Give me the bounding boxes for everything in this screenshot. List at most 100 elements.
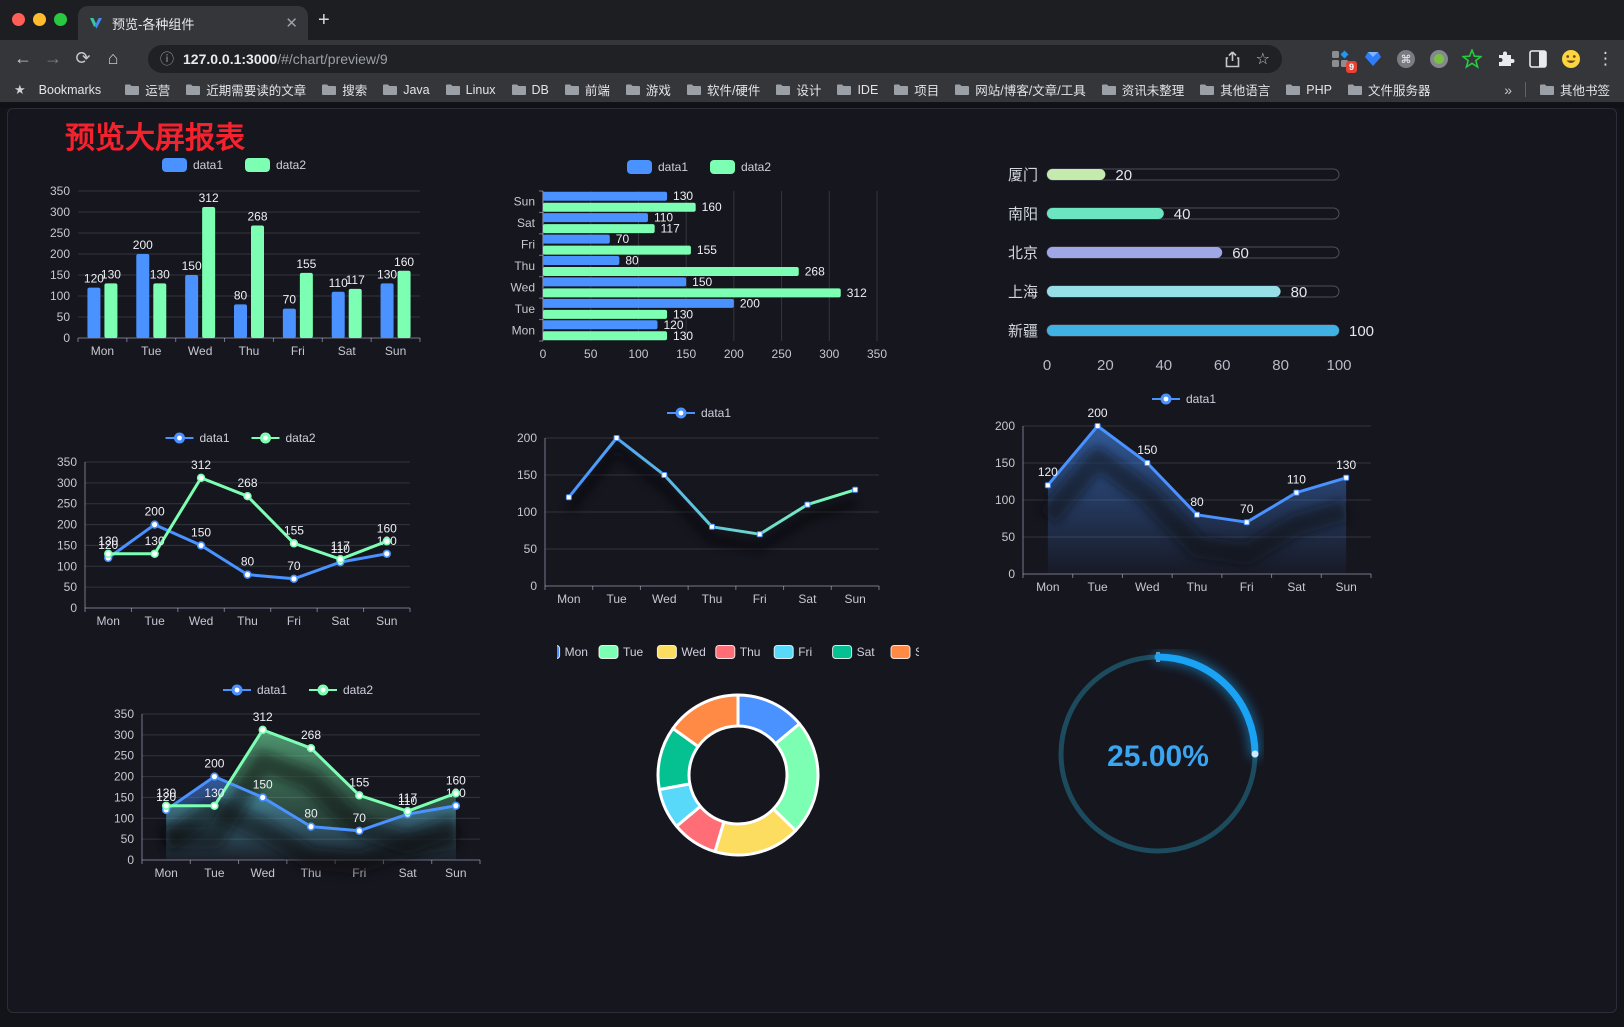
window-close-button[interactable] — [12, 13, 25, 26]
green-star-icon — [1462, 48, 1482, 69]
chart-line-gradient[interactable]: data1 0 50 100 150 200 Mon Tue Wed Thu Fri Sat Sun — [505, 399, 897, 613]
svg-text:Tue: Tue — [145, 614, 166, 628]
browser-tab[interactable]: 预览-各种组件 ✕ — [78, 6, 308, 40]
extension-sidebar-icon[interactable] — [1528, 49, 1548, 69]
svg-text:Fri: Fri — [521, 238, 535, 252]
chart-gauge[interactable]: 25.00% — [1052, 649, 1264, 861]
bookmark-folder[interactable]: 运营 — [124, 80, 170, 99]
extension-record-icon[interactable] — [1429, 49, 1449, 69]
bookmarks-overflow-icon[interactable]: » — [1504, 81, 1512, 98]
svg-text:160: 160 — [394, 255, 414, 269]
extension-badge: 9 — [1345, 60, 1357, 73]
chart-progress-bars[interactable]: 厦门 20 南阳 40 北京 60 上海 80 新疆 100 0 20 40 60 80 100 — [992, 156, 1392, 384]
svg-text:Wed: Wed — [511, 280, 535, 294]
home-button[interactable]: ⌂ — [107, 48, 119, 68]
bookmark-folder[interactable]: IDE — [836, 83, 878, 97]
chart-donut[interactable]: Mon Tue Wed Thu Fri Sat Sun — [557, 639, 919, 891]
browser-menu-icon[interactable]: ⋮ — [1597, 48, 1614, 68]
svg-text:200: 200 — [133, 238, 153, 252]
bookmark-folder[interactable]: Linux — [445, 83, 496, 97]
bookmark-star-icon[interactable]: ☆ — [1255, 51, 1270, 68]
svg-text:150: 150 — [114, 790, 134, 804]
window-zoom-button[interactable] — [54, 13, 67, 26]
chart-line-two-series[interactable]: data1 data2 0 50 100 150 200 250 300 350 Mon Tue Wed… — [45, 426, 440, 638]
forward-button[interactable]: → — [44, 48, 62, 68]
bookmarks-star-icon[interactable]: ★ — [14, 81, 26, 97]
svg-text:117: 117 — [661, 222, 680, 236]
extension-star-icon[interactable] — [1462, 48, 1482, 69]
svg-text:20: 20 — [1115, 167, 1132, 184]
svg-text:80: 80 — [241, 555, 255, 569]
svg-text:70: 70 — [283, 293, 297, 307]
extension-emoji-icon[interactable] — [1561, 49, 1581, 69]
other-bookmarks-folder[interactable]: 其他书签 — [1539, 80, 1610, 99]
bookmark-folder[interactable]: 资讯未整理 — [1101, 80, 1184, 99]
svg-text:130: 130 — [673, 307, 693, 321]
svg-text:300: 300 — [57, 476, 77, 490]
bookmark-folder[interactable]: 前端 — [564, 80, 610, 99]
bookmark-folder[interactable]: 软件/硬件 — [686, 80, 760, 99]
extension-puzzle-icon[interactable] — [1495, 49, 1515, 69]
bookmark-folder[interactable]: 搜索 — [321, 80, 367, 99]
bookmark-folder[interactable]: 其他语言 — [1199, 80, 1270, 99]
bookmark-folder[interactable]: PHP — [1285, 83, 1332, 97]
svg-text:150: 150 — [253, 777, 273, 791]
bookmarks-divider — [1524, 82, 1526, 97]
bookmark-folder[interactable]: 游戏 — [625, 80, 671, 99]
svg-text:200: 200 — [1088, 406, 1108, 420]
folder-icon — [686, 84, 701, 95]
svg-text:Sat: Sat — [399, 866, 418, 880]
tab-strip: 预览-各种组件 ✕ + — [0, 0, 1624, 40]
svg-text:200: 200 — [57, 518, 77, 532]
svg-text:Mon: Mon — [557, 592, 580, 606]
svg-text:150: 150 — [995, 456, 1015, 470]
svg-text:110: 110 — [331, 542, 350, 556]
folder-icon — [1200, 84, 1215, 95]
back-button[interactable]: ← — [14, 48, 32, 68]
svg-text:70: 70 — [1240, 502, 1254, 516]
svg-text:Fri: Fri — [287, 614, 301, 628]
extension-grid-icon[interactable]: 9 — [1330, 49, 1357, 73]
svg-text:Wed: Wed — [652, 592, 676, 606]
svg-text:Sat: Sat — [857, 645, 876, 659]
bookmark-folder[interactable]: 设计 — [775, 80, 821, 99]
record-circle-icon — [1430, 49, 1448, 68]
extension-command-icon[interactable]: ⌘ — [1396, 49, 1416, 69]
svg-text:150: 150 — [692, 275, 712, 289]
site-info-icon[interactable]: ⓘ — [160, 51, 174, 67]
bookmark-folder[interactable]: DB — [511, 83, 549, 97]
svg-text:155: 155 — [284, 523, 304, 537]
svg-text:Sat: Sat — [338, 344, 357, 358]
svg-text:Sat: Sat — [1287, 580, 1306, 594]
bookmarks-list: 运营 近期需要读的文章 搜索 Java Linux DB 前端 游戏 软件/硬件 设计 IDE 项目网… — [124, 80, 1491, 99]
bookmark-folder[interactable]: 项目 — [893, 80, 939, 99]
chart-grouped-hbar[interactable]: data1 data2 0 50 100 150 200 250 300 350 Sun 130 160… — [505, 154, 897, 366]
new-tab-button[interactable]: + — [318, 9, 330, 31]
svg-text:data2: data2 — [343, 683, 373, 697]
svg-text:110: 110 — [398, 794, 417, 808]
share-icon[interactable] — [1225, 50, 1240, 68]
chart-line-area-two-series[interactable]: data1 data2 0 50 100 150 200 250 300 350 Mon Tue Wed… — [100, 674, 500, 896]
address-bar[interactable]: ⓘ 127.0.0.1:3000/#/chart/preview/9 ☆ — [148, 45, 1282, 73]
url-host: 127.0.0.1:3000 — [183, 51, 278, 67]
tab-favicon — [90, 18, 102, 29]
command-circle-icon: ⌘ — [1397, 49, 1415, 68]
window-minimize-button[interactable] — [33, 13, 46, 26]
puzzle-icon — [1498, 51, 1514, 66]
bookmark-folder[interactable]: 近期需要读的文章 — [185, 80, 306, 99]
bookmark-folder[interactable]: 文件服务器 — [1347, 80, 1430, 99]
bookmark-folder[interactable]: Java — [382, 83, 430, 97]
svg-text:Sat: Sat — [798, 592, 817, 606]
tab-close-icon[interactable]: ✕ — [285, 15, 298, 32]
bookmark-folder[interactable]: 网站/博客/文章/工具 — [954, 80, 1086, 99]
folder-icon — [837, 84, 852, 95]
extension-gem-icon[interactable] — [1363, 49, 1383, 69]
svg-text:80: 80 — [1272, 357, 1289, 374]
svg-text:80: 80 — [304, 807, 318, 821]
svg-text:厦门: 厦门 — [1008, 167, 1038, 184]
chart-line-area[interactable]: data1 0 50 100 150 200 Mon Tue Wed Thu Fri Sat Sun 12… — [985, 389, 1387, 599]
chart-grouped-bar[interactable]: data1 data2 0 50 100 150 200 250 300 350 Mon Tue Wed… — [40, 149, 432, 363]
svg-text:Sun: Sun — [844, 592, 865, 606]
svg-text:150: 150 — [182, 259, 202, 273]
reload-button[interactable]: ⟳ — [75, 48, 91, 68]
